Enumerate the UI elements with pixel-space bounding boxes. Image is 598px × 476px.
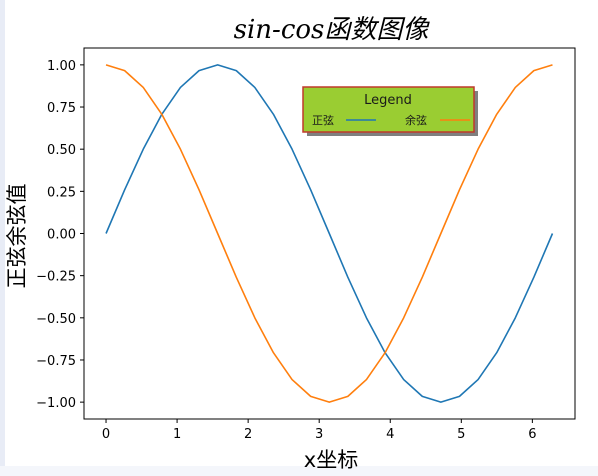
x-tick-label: 5 <box>457 427 465 442</box>
cosine-series-line <box>105 64 553 403</box>
x-tick-label: 2 <box>244 427 252 442</box>
y-tick-label: 1.00 <box>47 59 76 74</box>
x-axis-label: x坐标 <box>304 448 358 472</box>
legend-box: Legend 正弦 余弦 <box>302 86 478 136</box>
y-tick-label: 0.25 <box>47 185 76 200</box>
y-tick-label: −1.00 <box>36 396 76 411</box>
chart-title: sin-cos函数图像 <box>234 15 431 45</box>
legend-title: Legend <box>364 93 412 108</box>
x-tick-label: 1 <box>173 427 181 442</box>
window-bottom-edge <box>0 466 598 476</box>
y-tick-label: 0.50 <box>47 143 76 158</box>
window-left-edge <box>0 0 5 476</box>
y-tick-label: 0.00 <box>47 228 76 243</box>
legend-label-cosine: 余弦 <box>405 113 427 127</box>
legend-background <box>302 86 475 133</box>
x-tick-label: 4 <box>386 427 394 442</box>
legend-label-sine: 正弦 <box>312 113 334 127</box>
sine-series-line <box>105 64 554 403</box>
y-axis-label: 正弦余弦值 <box>5 184 29 289</box>
series-lines <box>105 64 554 403</box>
x-tick-label: 3 <box>315 427 323 442</box>
y-tick-label: 0.75 <box>47 101 76 116</box>
y-tick-label: −0.75 <box>36 354 76 369</box>
x-tick-label: 0 <box>102 427 110 442</box>
y-axis-ticks: −1.00 −0.75 −0.50 −0.25 0.00 0.25 0.50 0.75 1.00 <box>36 59 84 411</box>
x-tick-label: 6 <box>528 427 536 442</box>
x-axis-ticks: 0 1 2 3 4 5 6 <box>102 419 537 442</box>
y-tick-label: −0.25 <box>36 270 76 285</box>
y-tick-label: −0.50 <box>36 312 76 327</box>
